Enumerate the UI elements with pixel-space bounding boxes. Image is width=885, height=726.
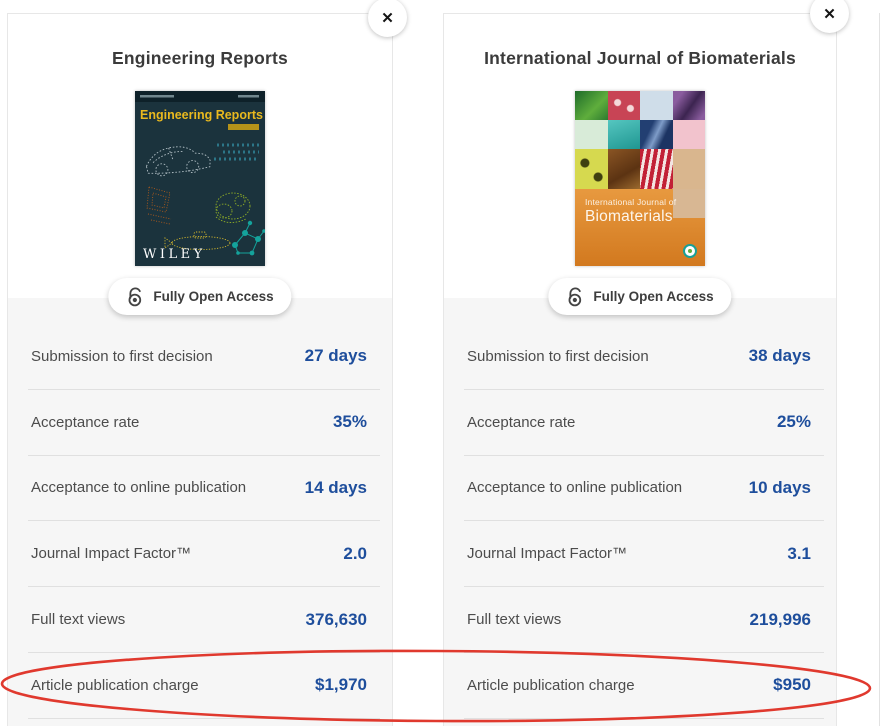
- stat-label: Submission to first decision: [31, 347, 213, 365]
- stat-value: 25%: [776, 412, 811, 432]
- stat-row-submission-to-first-decision: Submission to first decision 38 days: [464, 324, 824, 390]
- stat-value: 35%: [332, 412, 367, 432]
- cover-publisher-text: WILEY: [143, 247, 206, 262]
- stat-label: Acceptance rate: [467, 413, 576, 431]
- stat-value: $1,970: [315, 675, 367, 695]
- open-access-badge-label: Fully Open Access: [153, 289, 274, 304]
- journal-card-international-journal-of-biomaterials: International Journal of Biomaterials: [443, 13, 837, 726]
- open-access-badge-label: Fully Open Access: [593, 289, 714, 304]
- stat-value: 376,630: [305, 609, 367, 629]
- stat-label: Submission to first decision: [467, 347, 649, 365]
- stat-label: Article publication charge: [31, 676, 199, 694]
- journal-card-engineering-reports: Engineering Reports Engineering Reports: [7, 13, 393, 726]
- vessel-graphic: [164, 231, 231, 250]
- stat-label: Acceptance to online publication: [467, 479, 683, 497]
- open-access-badge: Fully Open Access: [548, 278, 732, 315]
- stat-row-acceptance-rate: Acceptance rate 25%: [464, 390, 824, 456]
- stat-value: 2.0: [343, 543, 367, 563]
- cover-masthead-line1: International Journal of: [585, 197, 677, 207]
- stat-row-journal-impact-factor: Journal Impact Factor™ 3.1: [464, 521, 824, 588]
- stat-row-journal-impact-factor: Journal Impact Factor™ 2.0: [28, 521, 380, 588]
- stat-row-full-text-views: Full text views 219,996: [464, 587, 824, 653]
- card-header: Engineering Reports Engineering Reports: [8, 14, 392, 315]
- open-access-badge: Fully Open Access: [108, 278, 292, 315]
- card-header: International Journal of Biomaterials: [444, 14, 836, 315]
- stat-row-acceptance-to-online-publication: Acceptance to online publication 14 days: [28, 456, 380, 522]
- stat-label: Acceptance rate: [31, 413, 140, 431]
- open-access-lock-icon: [128, 287, 142, 307]
- stat-row-article-publication-charge: Article publication charge $950: [464, 653, 824, 719]
- biomaterials-cover-art: International Journal of Biomaterials: [575, 91, 705, 266]
- engineering-reports-cover-art: Engineering Reports: [135, 91, 266, 266]
- publisher-logo-icon: [683, 244, 697, 258]
- stat-value: 27 days: [304, 346, 367, 366]
- journal-cover-image: International Journal of Biomaterials: [575, 91, 705, 266]
- engine-part-graphic: [215, 192, 251, 223]
- stat-value: 14 days: [304, 477, 367, 497]
- open-access-lock-icon: [568, 287, 582, 307]
- stat-label: Full text views: [467, 611, 562, 629]
- adjacent-card-edge: [879, 13, 885, 726]
- close-button-right-card[interactable]: ✕: [810, 0, 849, 33]
- digit-matrix-graphic: [214, 143, 259, 161]
- journal-stats-table: Submission to first decision 38 days Acc…: [444, 298, 836, 726]
- orange-pattern-graphic: [146, 186, 172, 225]
- cover-masthead-line2: Biomaterials: [585, 208, 673, 225]
- cover-masthead-text: International Journal of Biomaterials: [585, 197, 676, 226]
- stat-label: Acceptance to online publication: [31, 479, 247, 497]
- cover-masthead-text: Engineering Reports: [140, 108, 263, 122]
- stat-label: Journal Impact Factor™: [31, 545, 192, 563]
- stat-row-article-publication-charge: Article publication charge $1,970: [28, 653, 380, 719]
- journal-cover-image: Engineering Reports: [135, 91, 266, 266]
- stat-row-acceptance-rate: Acceptance rate 35%: [28, 390, 380, 456]
- stat-value: 219,996: [749, 609, 811, 629]
- journal-title: International Journal of Biomaterials: [484, 48, 796, 68]
- molecule-graphic: [232, 220, 266, 256]
- stat-value: $950: [773, 675, 811, 695]
- stat-row-submission-to-first-decision: Submission to first decision 27 days: [28, 324, 380, 390]
- stat-value: 38 days: [748, 346, 811, 366]
- stat-value: 10 days: [748, 477, 811, 497]
- stat-row-acceptance-to-online-publication: Acceptance to online publication 10 days: [464, 456, 824, 522]
- close-button-left-card[interactable]: ✕: [368, 0, 407, 37]
- stat-label: Article publication charge: [467, 676, 635, 694]
- stat-row-full-text-views: Full text views 376,630: [28, 587, 380, 653]
- stat-label: Full text views: [31, 611, 126, 629]
- stat-label: Journal Impact Factor™: [467, 545, 628, 563]
- journal-stats-table: Submission to first decision 27 days Acc…: [8, 298, 392, 726]
- journal-title: Engineering Reports: [112, 48, 288, 68]
- stat-value: 3.1: [787, 543, 811, 563]
